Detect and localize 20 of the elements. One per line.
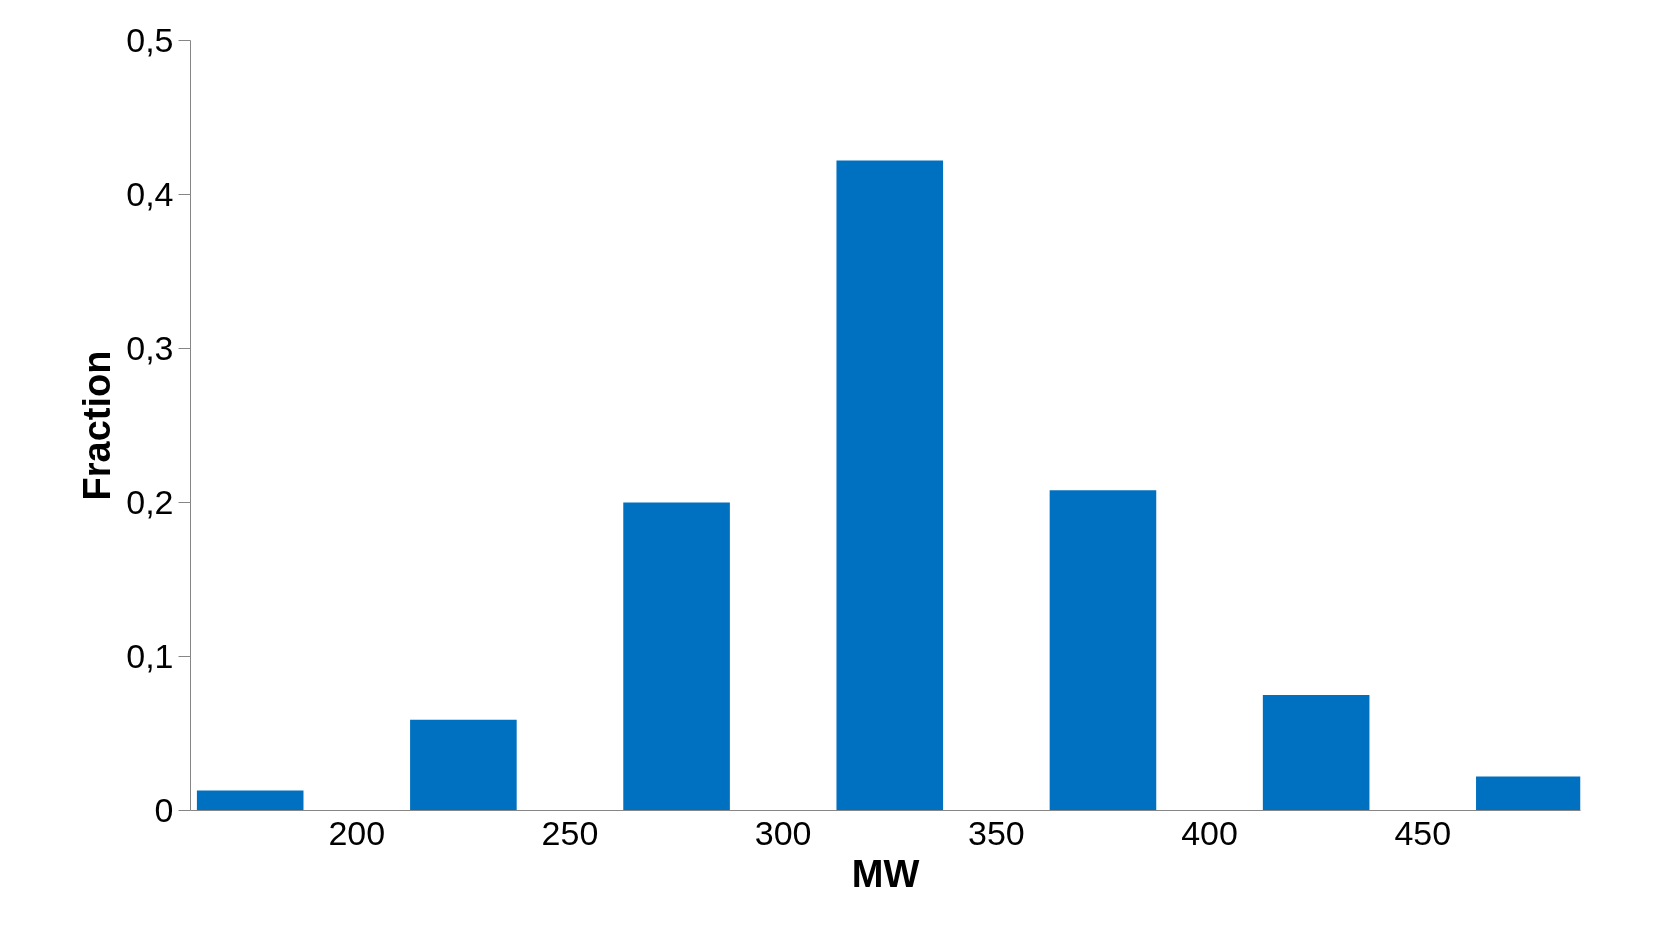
x-tick-label: 200: [328, 813, 386, 852]
y-tick-label: 0,3: [126, 329, 174, 367]
bar: [410, 719, 517, 811]
x-tick-label: 350: [968, 813, 1025, 852]
x-axis-title: MW: [851, 852, 920, 895]
y-tick-label: 0: [154, 791, 174, 829]
y-tick-label: 0,1: [126, 637, 174, 675]
y-tick-label: 0,5: [126, 21, 174, 59]
bar: [1262, 695, 1370, 811]
bar: [836, 160, 944, 811]
x-tick-label: 400: [1181, 813, 1238, 852]
x-tick-label: 300: [754, 813, 812, 852]
bar: [196, 790, 304, 811]
bar: [1049, 490, 1157, 811]
bar: [623, 502, 730, 811]
x-tick-label: 450: [1394, 813, 1452, 852]
y-axis-title: Fraction: [76, 350, 119, 501]
y-tick-label: 0,2: [126, 483, 174, 521]
y-tick-label: 0,4: [126, 175, 174, 213]
x-tick-label: 250: [541, 813, 599, 852]
